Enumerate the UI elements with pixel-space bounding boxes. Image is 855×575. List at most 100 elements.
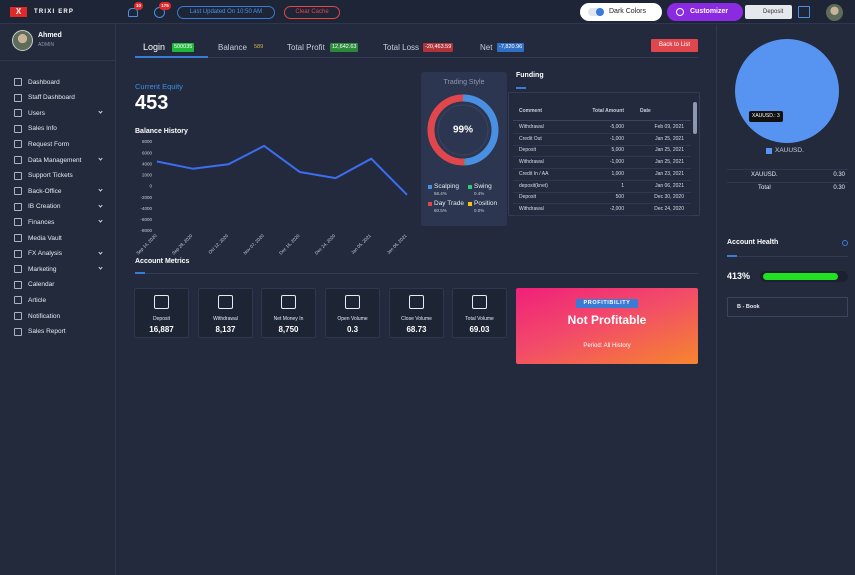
tab-badge: 589 xyxy=(254,44,264,50)
donut-center: 99% xyxy=(453,125,473,136)
menu-item[interactable]: Article xyxy=(28,296,47,304)
clear-cache[interactable]: Clear Cache xyxy=(284,6,340,19)
table-cell: -2,000 xyxy=(609,205,624,212)
x-tick-label: Nov 07, 2020 xyxy=(242,233,265,256)
notification-icon[interactable] xyxy=(128,8,138,17)
table-cell: deposit(knet) xyxy=(519,182,548,189)
legend-dot xyxy=(428,202,432,206)
tab[interactable]: Total Profit xyxy=(287,43,325,52)
toggle-knob xyxy=(596,8,604,16)
divider xyxy=(727,256,848,257)
metric-card[interactable] xyxy=(198,288,253,338)
tab[interactable]: Login xyxy=(143,42,166,52)
x-tick-label: Dec 16, 2020 xyxy=(278,233,301,256)
menu-item[interactable]: Back-Office xyxy=(28,187,62,195)
menu-item[interactable]: Sales Info xyxy=(28,125,57,133)
y-tick-label: 6000 xyxy=(142,150,153,155)
table-cell: -5,000 xyxy=(609,124,624,130)
table-cell: Jan 25, 2021 xyxy=(655,135,684,142)
avatar[interactable] xyxy=(826,4,843,21)
menu-item[interactable]: FX Analysis xyxy=(28,250,62,258)
table-header: Comment xyxy=(519,108,543,114)
table-cell: Jan 23, 2021 xyxy=(655,170,684,177)
table-cell: Withdrawal xyxy=(519,205,544,212)
metric-label: Withdrawal xyxy=(213,316,238,322)
table-header: Total Amount xyxy=(592,108,624,114)
table-cell: Credit Out xyxy=(519,135,542,142)
tab[interactable]: Net xyxy=(480,43,493,52)
metric-label: Deposit xyxy=(153,316,170,322)
table-cell: 0.30 xyxy=(833,172,845,178)
metric-icon xyxy=(154,295,169,309)
donut-inner xyxy=(437,104,489,156)
sidebar xyxy=(0,0,116,575)
table-cell: Jan 25, 2021 xyxy=(655,147,684,154)
x-tick-label: Dec 24, 2020 xyxy=(314,233,337,256)
equity-label: Current Equity xyxy=(135,82,183,91)
menu-item[interactable]: Users xyxy=(28,109,45,117)
theme-toggle[interactable] xyxy=(580,3,662,21)
underline xyxy=(516,87,526,89)
divider xyxy=(135,273,698,274)
metric-label: Open Volume xyxy=(337,316,368,322)
table-cell: Dec 24, 2020 xyxy=(654,205,684,212)
tab[interactable]: Total Loss xyxy=(383,43,420,52)
menu-item[interactable]: Finances xyxy=(28,218,55,226)
metric-icon xyxy=(218,295,233,309)
metric-card[interactable] xyxy=(261,288,316,338)
menu-item[interactable]: Marketing xyxy=(28,265,57,273)
table-cell: Total xyxy=(758,185,771,191)
menu-item[interactable]: Notification xyxy=(28,312,61,320)
tab[interactable]: Balance xyxy=(218,43,247,52)
last-updated[interactable]: Last Updated On 10:50 AM xyxy=(177,6,275,19)
menu-item[interactable]: Request Form xyxy=(28,140,70,148)
table-cell: -1,000 xyxy=(609,135,624,142)
legend-value: 0.4% xyxy=(474,191,485,196)
metric-card[interactable] xyxy=(389,288,444,338)
metric-label: Total Volume xyxy=(465,316,494,322)
legend-dot xyxy=(468,202,472,206)
back-button[interactable]: Back to List xyxy=(651,39,698,52)
menu-icon xyxy=(14,93,22,102)
donut-segment xyxy=(462,94,499,166)
y-tick-label: 2000 xyxy=(142,173,153,178)
menu-item[interactable]: Data Management xyxy=(28,156,82,164)
metric-card[interactable] xyxy=(452,288,507,338)
legend-label: Position xyxy=(474,200,498,207)
calendar-icon[interactable] xyxy=(798,6,810,18)
table-cell: Withdrawal xyxy=(519,159,544,166)
menu-item[interactable]: IB Creation xyxy=(28,203,61,211)
scrollbar xyxy=(693,102,697,134)
table-cell: XAUUSD. xyxy=(751,172,778,178)
table-cell: Dec 30, 2020 xyxy=(654,194,684,201)
x-tick-label: Oct 12, 2020 xyxy=(207,233,229,255)
health-label: 413% xyxy=(727,271,751,281)
deposit[interactable]: Deposit xyxy=(745,5,792,19)
menu-item[interactable]: Sales Report xyxy=(28,328,66,336)
y-tick-label: 8000 xyxy=(142,139,153,144)
y-tick-label: -6000 xyxy=(140,217,152,222)
menu-item[interactable]: Dashboard xyxy=(28,78,60,86)
row-line xyxy=(513,203,691,205)
menu-item[interactable]: Staff Dashboard xyxy=(28,94,75,102)
menu-item[interactable]: Support Tickets xyxy=(28,172,73,180)
divider xyxy=(0,60,116,61)
divider xyxy=(135,57,698,58)
menu-icon xyxy=(14,249,22,258)
x-tick-label: Sep 28, 2020 xyxy=(171,233,194,256)
legend-value: 60.5% xyxy=(434,208,447,213)
menu-item[interactable]: Calendar xyxy=(28,281,55,289)
metric-card[interactable] xyxy=(325,288,380,338)
x-tick-label: Jan 06, 2021 xyxy=(386,233,408,255)
menu-item[interactable]: Media Vault xyxy=(28,234,62,242)
tab-badge: -7,820.96 xyxy=(497,43,525,52)
customizer[interactable]: Customizer xyxy=(667,3,743,21)
card-title: Trading Style xyxy=(443,79,485,86)
legend-label: Swing xyxy=(474,183,492,190)
metric-card[interactable] xyxy=(134,288,189,338)
metric-value: 8,750 xyxy=(278,325,299,334)
tab-badge: -20,463.59 xyxy=(423,43,454,52)
menu-icon xyxy=(14,296,22,305)
